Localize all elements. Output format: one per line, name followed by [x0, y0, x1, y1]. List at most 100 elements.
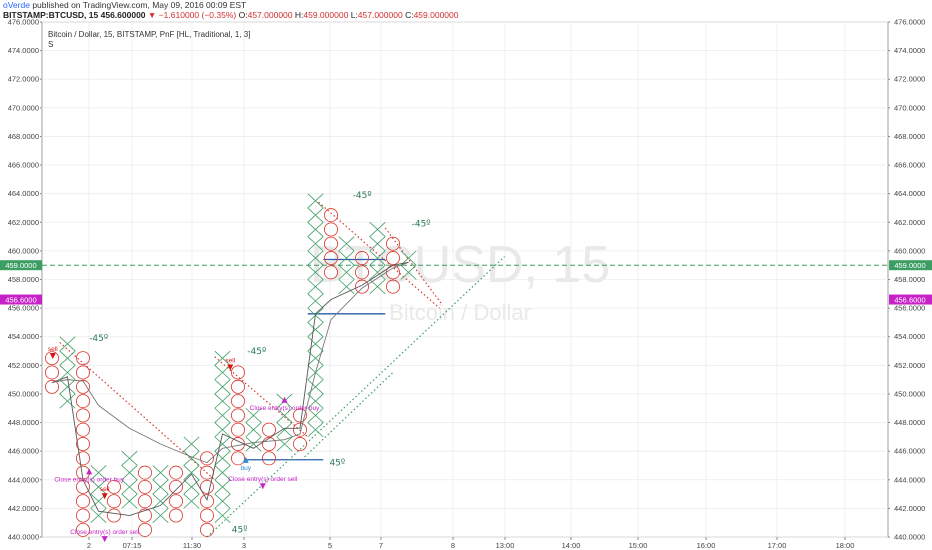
- x-column: [121, 450, 138, 509]
- o-box: [324, 208, 338, 223]
- y-tick-label: 450.0000: [8, 389, 39, 398]
- price-axis-right[interactable]: 440.0000 442.0000 444.0000 446.0000 448.0000…: [888, 18, 925, 542]
- signal-label: Close entry(s) order buy: [250, 405, 320, 412]
- o-box: [324, 236, 338, 251]
- close-label: C:: [405, 10, 414, 20]
- price-tag-right: [889, 294, 932, 305]
- x-box: [214, 379, 231, 395]
- x-box: [183, 493, 200, 509]
- x-box: [307, 336, 324, 352]
- y-tick-label: 452.0000: [8, 361, 39, 370]
- o-column: [169, 465, 183, 523]
- x-box: [245, 407, 262, 423]
- angle-label: -45º: [247, 347, 266, 357]
- y-tick-label: 446.0000: [8, 447, 39, 456]
- o-column: [231, 365, 245, 466]
- close-signal: Close entry(s) order sell: [228, 476, 298, 490]
- y-tick-label: 444.0000: [894, 475, 925, 484]
- arrow-up-icon: [281, 396, 288, 403]
- y-tick-label: 476.0000: [894, 18, 925, 27]
- o-column: [200, 451, 214, 537]
- o-column: [293, 408, 307, 451]
- y-tick-label: 470.0000: [894, 103, 925, 112]
- o-box: [386, 236, 400, 251]
- o-box: [324, 251, 338, 266]
- price-tag-left: [0, 260, 42, 271]
- x-box: [307, 393, 324, 409]
- trendline: [304, 372, 394, 458]
- x-box: [90, 465, 107, 481]
- o-box: [231, 379, 245, 394]
- x-box: [245, 422, 262, 438]
- x-tick-label: 3: [242, 541, 246, 550]
- x-box: [369, 250, 386, 266]
- x-box: [276, 407, 293, 423]
- symbol-label: BITSTAMP:BTCUSD, 15: [3, 10, 99, 20]
- x-column: [152, 465, 169, 523]
- down-arrow-icon: ▼: [147, 10, 157, 20]
- x-tick-label: 7: [379, 541, 383, 550]
- x-box: [214, 508, 231, 523]
- x-tick-label: 15:00: [629, 541, 648, 550]
- signal-label: sell: [48, 346, 58, 353]
- arrow-down-icon: [227, 364, 234, 371]
- close-signal: Close entry(s) order buy: [250, 396, 320, 412]
- x-box: [369, 264, 386, 280]
- x-box: [307, 422, 324, 438]
- x-box: [338, 236, 355, 252]
- x-box: [121, 465, 138, 481]
- x-column: [338, 236, 355, 295]
- x-box: [214, 393, 231, 409]
- o-box: [324, 265, 338, 280]
- x-box: [90, 479, 107, 495]
- o-box: [231, 394, 245, 409]
- x-column: [400, 250, 417, 280]
- o-column: [262, 422, 276, 466]
- moving-average-line: [51, 261, 409, 464]
- x-tick-label: 5: [328, 541, 332, 550]
- y-tick-label: 456.0000: [894, 304, 925, 313]
- legend-study: S: [48, 40, 54, 49]
- o-box: [324, 222, 338, 237]
- y-tick-label: 450.0000: [894, 389, 925, 398]
- y-tick-label: 472.0000: [8, 75, 39, 84]
- x-box: [307, 293, 324, 309]
- x-box: [307, 407, 324, 423]
- o-column: [386, 236, 400, 294]
- horizontal-levels: [42, 258, 888, 461]
- o-box: [138, 479, 152, 494]
- x-box: [307, 322, 324, 338]
- author-link[interactable]: oVerde: [3, 0, 30, 10]
- x-box: [307, 264, 324, 280]
- o-box: [200, 494, 214, 509]
- low-label: L:: [350, 10, 358, 20]
- x-box: [369, 221, 386, 237]
- o-box: [200, 522, 214, 537]
- o-box: [76, 437, 90, 451]
- o-column: [138, 465, 152, 537]
- x-box: [59, 336, 76, 352]
- trendline: [59, 341, 216, 481]
- x-box: [183, 436, 200, 452]
- price-line: [51, 261, 409, 517]
- o-box: [76, 351, 90, 366]
- x-tick-label: 11:30: [183, 541, 201, 550]
- angle-label: 45º: [232, 526, 248, 536]
- quote-line: BITSTAMP:BTCUSD, 15 456.600000 ▼ −1.6100…: [3, 10, 459, 21]
- y-tick-label: 456.0000: [8, 304, 39, 313]
- high-value: 459.000000: [303, 10, 349, 20]
- trendline: [318, 201, 440, 309]
- o-box: [76, 522, 90, 537]
- o-box: [262, 437, 276, 451]
- y-tick-label: 454.0000: [894, 332, 925, 341]
- arrow-down-icon: [101, 536, 108, 543]
- x-box: [183, 465, 200, 481]
- x-tick-label: 16:00: [697, 541, 716, 550]
- price-change: −1.610000 (−0.35%): [158, 10, 237, 20]
- x-tick-label: 13:00: [496, 541, 515, 550]
- price-axis-left[interactable]: 440.0000 442.0000 444.0000 446.0000 448.0000…: [8, 18, 42, 542]
- time-axis[interactable]: 2 07:15 11:30 3 5 7 8 13:00 14:00 15:00 16:00 17:00…: [87, 537, 854, 550]
- price-tag-label: 459.0000: [894, 261, 925, 270]
- y-tick-label: 442.0000: [8, 504, 39, 513]
